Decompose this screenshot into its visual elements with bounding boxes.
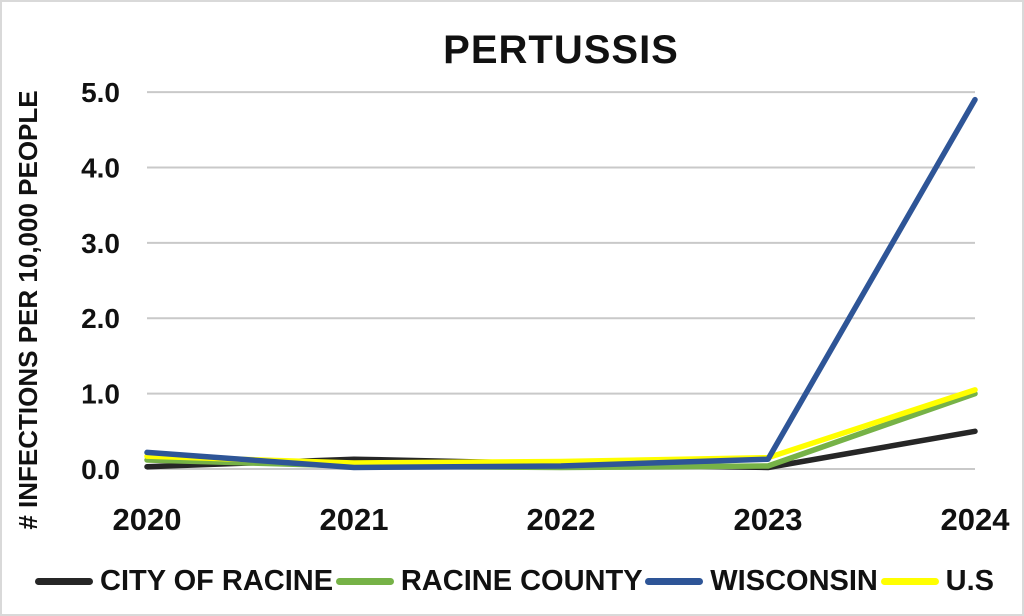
y-tick-4.0: 4.0 [81,152,120,183]
y-tick-3.0: 3.0 [81,228,120,259]
legend-swatch-wisconsin [645,577,704,585]
legend-swatch-racine-county [335,577,394,585]
x-tick-2023: 2023 [734,502,803,537]
legend-label-racine-county: RACINE COUNTY [400,564,643,597]
y-tick-2.0: 2.0 [81,303,120,334]
legend-swatch-city-of-racine [35,577,93,585]
legend-label-city-of-racine: CITY OF RACINE [100,564,334,597]
legend: CITY OF RACINE RACINE COUNTY WISCONSIN U.S [35,562,994,600]
chart-title: PERTUSSIS [443,28,679,72]
legend-item-racine-county: RACINE COUNTY [335,564,643,598]
legend-label-u-s: U.S [945,564,994,597]
legend-label-wisconsin: WISCONSIN [710,564,878,597]
legend-swatch-u-s [880,577,939,585]
y-tick-5.0: 5.0 [81,77,120,108]
legend-item-wisconsin: WISCONSIN [645,565,878,598]
y-tick-1.0: 1.0 [81,379,120,410]
x-tick-2020: 2020 [113,502,182,537]
series-line-wisconsin [144,96,978,471]
x-tick-2024: 2024 [941,502,1011,537]
x-tick-2021: 2021 [320,502,389,537]
y-tick-0.0: 0.0 [81,454,120,485]
legend-item-u-s: U.S [880,564,994,598]
x-tick-2022: 2022 [527,502,596,537]
legend-item-city-of-racine: CITY OF RACINE [35,565,333,598]
